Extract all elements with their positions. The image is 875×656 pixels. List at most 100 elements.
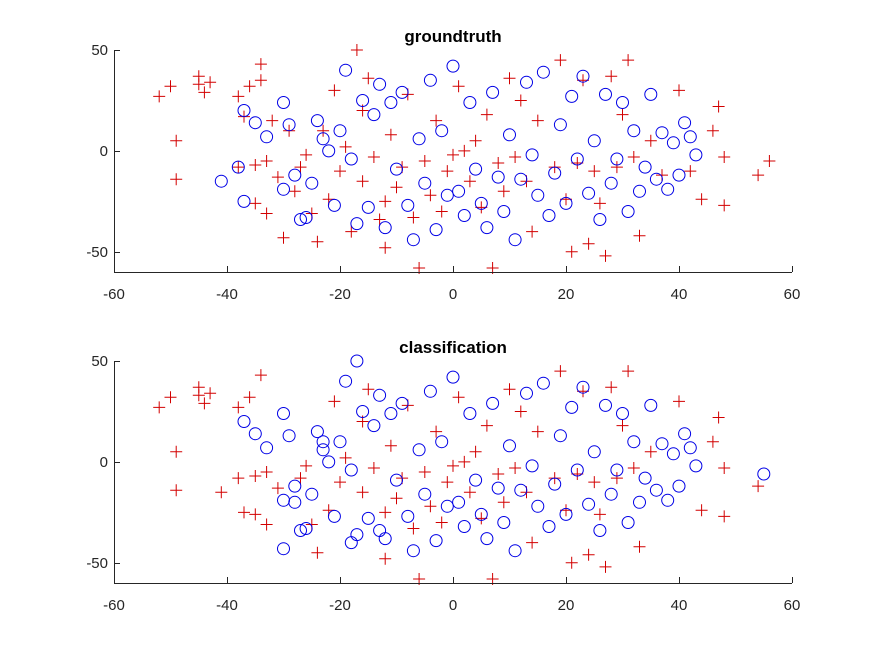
circle-point [367, 419, 381, 433]
circle-point [384, 96, 398, 109]
circle-point [638, 160, 652, 174]
plus-point [249, 508, 262, 521]
circle-point [327, 509, 341, 523]
circle-point [582, 497, 596, 511]
plus-point [260, 466, 273, 478]
x-tick-label: -40 [216, 597, 238, 614]
classification-panel: classification -60 -40 -20 0 20 40 60 -50 0 50 [86, 338, 800, 614]
plus-point [441, 476, 454, 489]
circle-point [367, 108, 381, 122]
circle-point [316, 435, 330, 449]
scatter-marks [153, 44, 776, 274]
circle-point [378, 532, 392, 546]
x-tick-label: 20 [558, 286, 575, 303]
x-tick-label: -20 [329, 286, 351, 303]
plus-point [362, 383, 375, 396]
plus-point [526, 536, 539, 549]
circle-point [452, 495, 466, 509]
circle-point [423, 73, 437, 87]
plus-point [311, 546, 324, 559]
plus-point [695, 504, 708, 517]
circle-point [582, 186, 596, 200]
circle-point [570, 152, 584, 166]
circle-point [310, 114, 324, 128]
x-tick-label: 20 [558, 597, 575, 614]
circle-point [429, 534, 443, 548]
circle-point [310, 425, 324, 439]
plus-point [752, 169, 765, 182]
circle-point [678, 116, 692, 130]
plus-point [249, 159, 262, 171]
circle-point [525, 148, 539, 162]
plus-point [232, 90, 245, 103]
plus-point [407, 211, 420, 224]
plus-point [503, 383, 516, 396]
plus-point [367, 151, 380, 163]
circle-point [350, 354, 364, 368]
circle-point [503, 128, 516, 142]
chart-title: classification [399, 338, 507, 357]
circle-point [214, 174, 228, 188]
plus-point [260, 155, 273, 167]
plus-point [215, 486, 228, 499]
circle-point [457, 209, 471, 222]
circle-point [412, 443, 426, 457]
circle-point [401, 198, 415, 212]
circle-point [395, 396, 409, 410]
plus-point [627, 151, 640, 163]
circle-point [661, 182, 675, 196]
plus-point [531, 114, 544, 127]
circle-point [277, 96, 290, 109]
plus-point [345, 225, 358, 238]
circle-point [520, 75, 533, 89]
circle-point [565, 400, 579, 414]
circle-point [757, 467, 771, 481]
circle-point [260, 441, 274, 455]
plus-point [718, 151, 731, 163]
circle-point [666, 447, 680, 461]
plus-point [311, 235, 324, 248]
plus-point [644, 134, 657, 147]
y-tick-label: 50 [91, 353, 108, 370]
circle-point [406, 544, 420, 558]
circle-point [446, 370, 460, 384]
circle-point [333, 435, 347, 449]
circle-point [599, 87, 612, 101]
plus-point [706, 435, 719, 448]
circle-point [339, 63, 353, 77]
plus-point [644, 445, 657, 458]
circle-point [593, 213, 607, 226]
circle-point [553, 118, 567, 132]
plus-point [452, 80, 465, 93]
plus-point [204, 387, 217, 400]
circle-point [474, 196, 488, 210]
circle-point [548, 477, 562, 491]
circle-point [531, 499, 545, 513]
circle-point [435, 124, 449, 138]
plus-point [294, 161, 307, 174]
y-tick-label: -50 [86, 555, 108, 572]
x-tick-label: -20 [329, 597, 351, 614]
circle-point [277, 182, 290, 196]
plus-point [492, 157, 505, 169]
circle-point [282, 429, 296, 443]
plus-point [300, 148, 313, 161]
x-tick-label: -60 [103, 286, 125, 303]
x-tick-label: -40 [216, 286, 238, 303]
circle-point [401, 509, 415, 523]
plus-point [390, 181, 403, 194]
plus-point [204, 76, 217, 89]
plus-point [198, 397, 211, 410]
plus-point [232, 401, 245, 414]
circle-point [542, 520, 556, 533]
plus-point [605, 70, 618, 83]
plus-point [582, 548, 595, 561]
circle-point [616, 407, 629, 420]
circle-point [350, 528, 364, 542]
plus-point [170, 134, 183, 147]
circle-point [633, 184, 646, 198]
plus-point [254, 58, 267, 71]
circle-point [616, 96, 629, 109]
circle-point [491, 170, 505, 184]
circle-point [520, 386, 533, 400]
